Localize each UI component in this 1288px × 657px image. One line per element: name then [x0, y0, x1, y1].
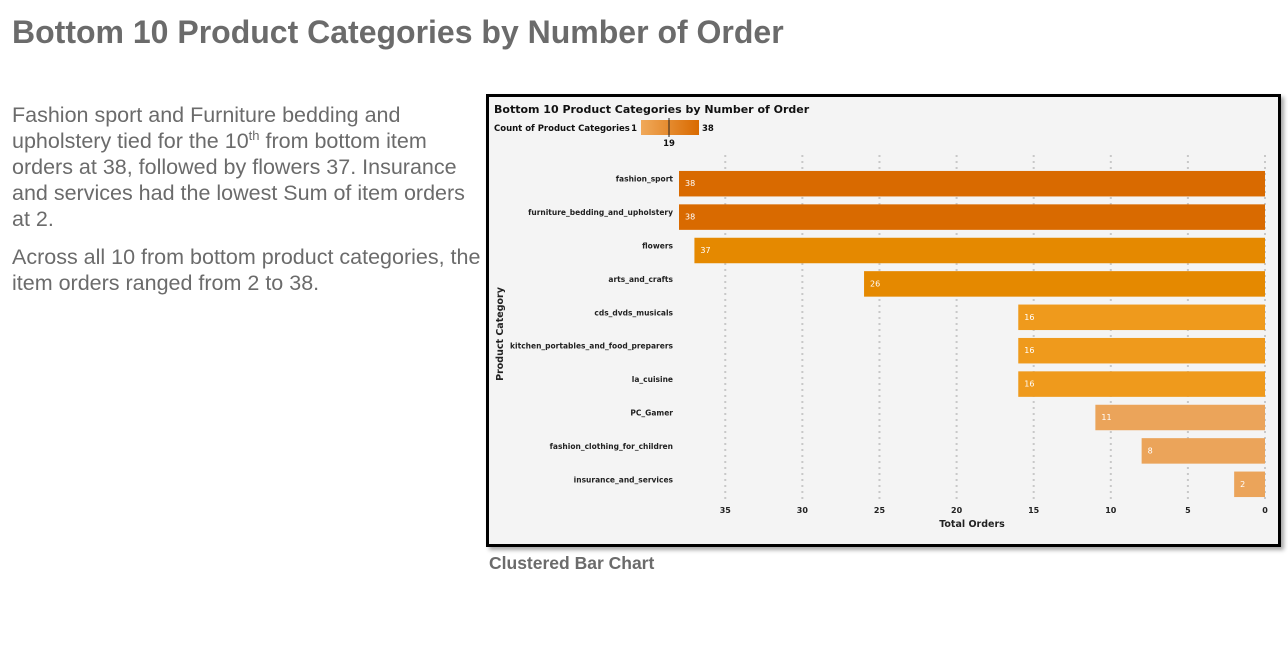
- category-label: flowers: [642, 242, 673, 251]
- x-axis-title: Total Orders: [939, 519, 1005, 530]
- bar: [1141, 438, 1265, 464]
- data-label: 37: [700, 246, 710, 255]
- data-label: 8: [1148, 446, 1153, 455]
- bar: [1018, 304, 1265, 331]
- bar-chart: Bottom 10 Product Categories by Number o…: [494, 103, 1268, 530]
- y-axis-title: Product Category: [495, 286, 506, 381]
- legend-mid-label: 19: [663, 139, 675, 149]
- narrative-text: Fashion sport and Furniture bedding and …: [12, 102, 488, 308]
- legend-min-label: 1: [631, 124, 637, 134]
- data-label: 16: [1024, 313, 1034, 322]
- category-label: la_cuisine: [632, 375, 673, 384]
- data-label: 38: [685, 213, 695, 222]
- data-label: 16: [1024, 346, 1034, 355]
- bar: [1018, 337, 1265, 364]
- page-title: Bottom 10 Product Categories by Number o…: [12, 14, 784, 50]
- narrative-paragraph-2: Across all 10 from bottom product catego…: [12, 245, 481, 295]
- x-tick-label: 0: [1262, 506, 1268, 515]
- category-label: fashion_clothing_for_children: [550, 442, 673, 451]
- bar: [864, 271, 1265, 297]
- narrative-p1-superscript: th: [248, 127, 260, 143]
- x-tick-label: 20: [951, 506, 963, 515]
- category-label: furniture_bedding_and_upholstery: [528, 208, 673, 217]
- bar: [1095, 404, 1265, 431]
- x-tick-label: 15: [1028, 506, 1040, 515]
- category-label: PC_Gamer: [630, 409, 673, 418]
- data-label: 2: [1240, 480, 1245, 489]
- bar: [694, 237, 1265, 264]
- x-tick-label: 5: [1185, 506, 1191, 515]
- data-label: 26: [870, 279, 880, 288]
- legend-title: Count of Product Categories: [494, 124, 630, 134]
- category-label: cds_dvds_musicals: [594, 308, 673, 317]
- bar: [1018, 371, 1265, 397]
- category-label: fashion_sport: [616, 175, 674, 184]
- data-label: 16: [1024, 380, 1034, 389]
- bar: [1234, 471, 1265, 498]
- category-label: insurance_and_services: [574, 475, 674, 484]
- data-label: 38: [685, 179, 695, 188]
- chart-caption: Clustered Bar Chart: [489, 553, 655, 573]
- chart-title: Bottom 10 Product Categories by Number o…: [494, 103, 810, 116]
- data-label: 11: [1101, 413, 1111, 422]
- category-label: kitchen_portables_and_food_preparers: [510, 342, 673, 351]
- legend-gradient-bar: [641, 120, 699, 135]
- bar: [679, 170, 1265, 197]
- narrative-p1-part1: Fashion sport and Furniture bedding and …: [12, 103, 401, 153]
- x-tick-label: 10: [1105, 506, 1117, 515]
- legend-max-label: 38: [702, 124, 714, 134]
- category-label: arts_and_crafts: [608, 275, 673, 284]
- x-tick-label: 30: [797, 506, 809, 515]
- narrative-paragraph-1: Fashion sport and Furniture bedding and …: [12, 102, 488, 232]
- narrative-p1-part2: from bottom item orders at 38, followed …: [12, 129, 465, 231]
- bar: [679, 204, 1265, 230]
- x-tick-label: 35: [720, 506, 732, 515]
- chart-frame: Bottom 10 Product Categories by Number o…: [486, 94, 1281, 547]
- x-tick-label: 25: [874, 506, 886, 515]
